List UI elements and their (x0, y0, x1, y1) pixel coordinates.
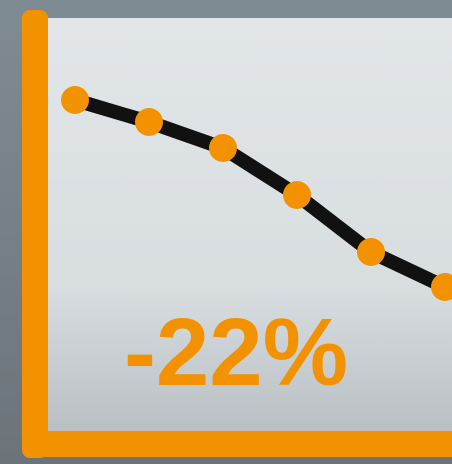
point (61, 86, 89, 114)
plot-panel (48, 18, 452, 432)
y-axis (22, 10, 48, 458)
x-axis (22, 431, 452, 457)
point (209, 134, 237, 162)
point (135, 108, 163, 136)
point (283, 181, 311, 209)
point (431, 273, 452, 301)
annotation: -22% (124, 299, 348, 406)
point (357, 238, 385, 266)
